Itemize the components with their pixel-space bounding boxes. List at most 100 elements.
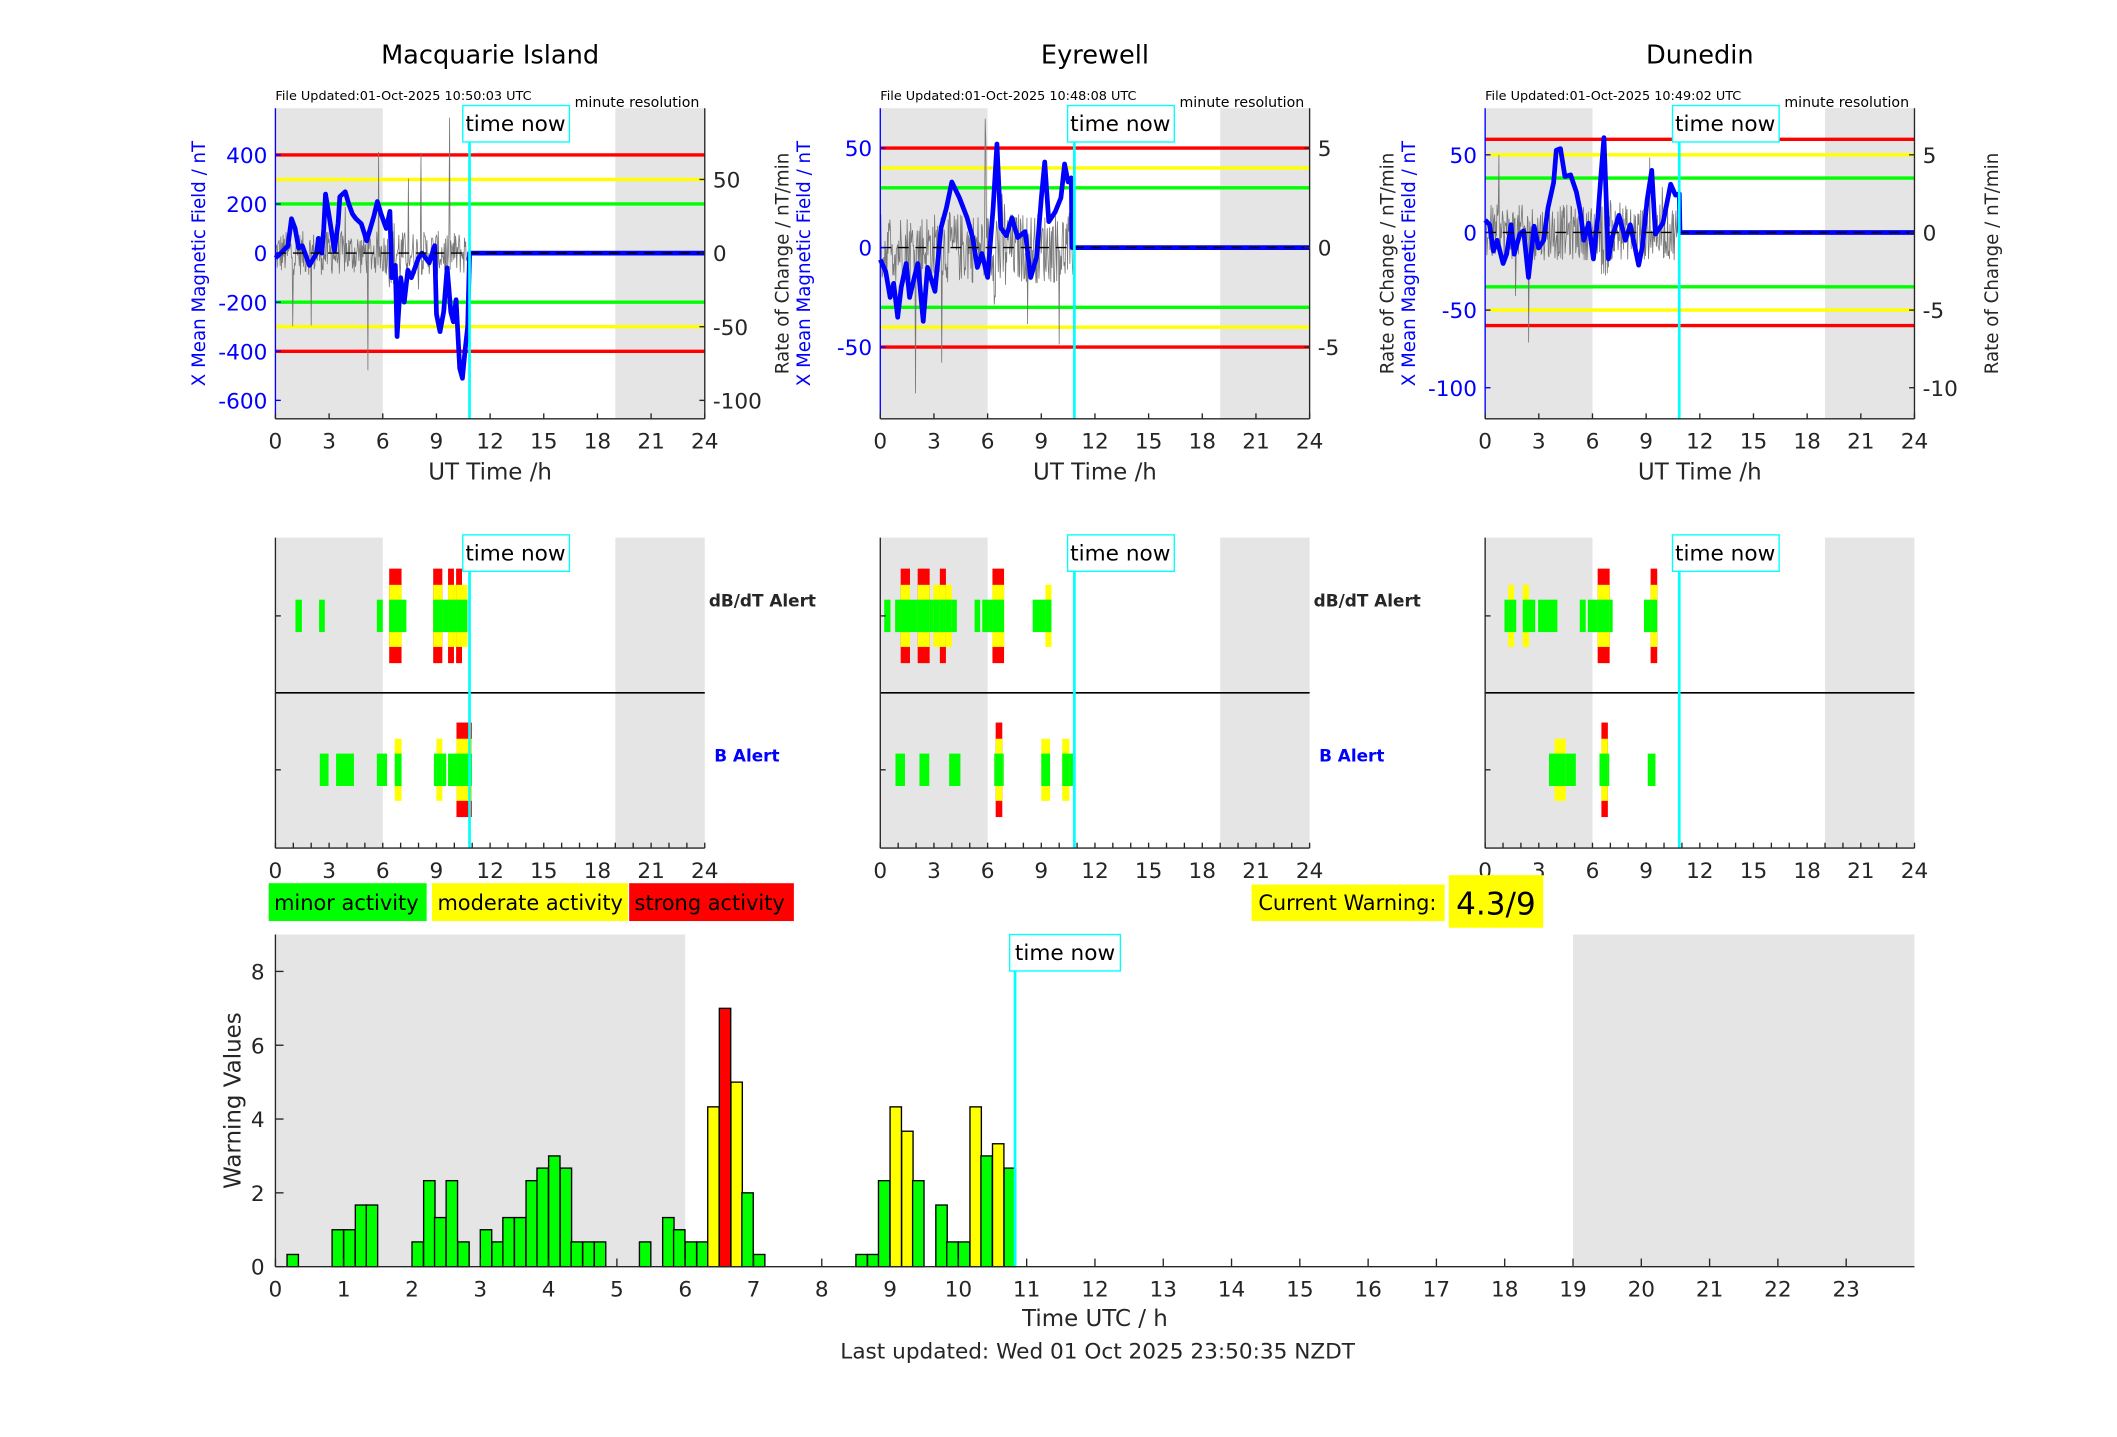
x-tick-label: 21 <box>1847 859 1874 884</box>
time-now-box <box>1008 933 1122 972</box>
left-tick-label: 0 <box>254 242 268 267</box>
x-axis-label: UT Time /h <box>1033 460 1157 486</box>
x-tick-label: 24 <box>1901 429 1928 454</box>
b-minor-activity-block <box>436 753 443 787</box>
x-tick-label: 9 <box>1034 859 1048 884</box>
time-now-label: time now <box>1070 112 1170 137</box>
x-tick-label: 17 <box>1423 1277 1450 1302</box>
dbdt-minor-activity-block <box>1597 599 1610 633</box>
x-tick-label: 12 <box>1081 859 1108 884</box>
warning-bar-minor <box>559 1167 573 1268</box>
x-tick-label: 0 <box>269 1277 283 1302</box>
x-tick-label: 2 <box>405 1277 419 1302</box>
warning-bar-minor <box>411 1241 425 1268</box>
right-axis-label: Rate of Change / nT/min <box>1377 153 1398 375</box>
b-minor-activity-block <box>1554 753 1566 787</box>
warning-bar-minor <box>957 1241 971 1268</box>
warning-bar-minor <box>593 1241 607 1268</box>
file-updated-text: File Updated:01-Oct-2025 10:49:02 UTC <box>1485 89 1741 104</box>
x-tick-label: 15 <box>1135 859 1162 884</box>
x-tick-label: 18 <box>1793 429 1820 454</box>
warning-bar-minor <box>911 1179 925 1268</box>
dbdt-alert-label: dB/dT Alert <box>1314 590 1421 610</box>
b-minor-activity-block <box>1599 753 1602 787</box>
rate-of-change-line <box>879 118 1075 394</box>
left-axis-label: X Mean Magnetic Field / nT <box>1399 140 1420 386</box>
x-tick-label: 21 <box>637 429 664 454</box>
warning-bar-minor <box>433 1216 447 1268</box>
alert-plot-macquarie-island: time now 0 3 6 9 12 15 18 21 24 dB/dT Alert B Alert <box>269 534 816 884</box>
warning-bar-minor <box>354 1204 368 1268</box>
left-tick-label: 50 <box>845 137 872 162</box>
dbdt-minor-activity-block <box>1513 599 1517 633</box>
b-minor-activity-block <box>336 753 354 787</box>
x-tick-label: 15 <box>1286 1277 1313 1302</box>
time-now-box <box>1671 534 1780 573</box>
time-now-label: time now <box>1015 941 1115 966</box>
right-axis-label: Rate of Change / nT/min <box>772 153 793 375</box>
b-minor-activity-block <box>895 753 905 787</box>
warning-bar-minor <box>491 1241 504 1268</box>
dbdt-minor-activity-block <box>992 599 1005 633</box>
resolution-text: minute resolution <box>575 95 700 111</box>
x-tick-label: 11 <box>1013 1277 1040 1302</box>
y-tick-label: 8 <box>251 961 265 986</box>
station-plot-dunedin: Dunedin File Updated:01-Oct-2025 10:49:02… <box>1399 41 2003 486</box>
night-shade <box>1825 108 1915 419</box>
x-tick-label: 16 <box>1354 1277 1381 1302</box>
right-tick-label: 50 <box>713 169 740 194</box>
x-tick-label: 9 <box>1639 429 1653 454</box>
x-tick-label: 21 <box>1847 429 1874 454</box>
x-tick-label: 3 <box>927 859 941 884</box>
dbdt-minor-activity-block <box>1528 599 1536 633</box>
b-minor-activity-block <box>995 753 1003 787</box>
b-alert-label: B Alert <box>714 746 779 766</box>
warning-bar-minor <box>946 1241 959 1268</box>
x-tick-label: 10 <box>945 1277 972 1302</box>
x-tick-label: 6 <box>376 429 390 454</box>
x-tick-label: 0 <box>873 429 887 454</box>
dbdt-minor-activity-block <box>884 599 891 633</box>
strong-activity-swatch <box>629 883 794 922</box>
right-tick-label: 0 <box>713 242 727 267</box>
dbdt-minor-activity-block <box>1522 599 1529 633</box>
station-title: Eyrewell <box>1041 41 1149 71</box>
warning-bar-minor <box>547 1155 561 1268</box>
alert-plot-eyrewell: time now 0 3 6 9 12 15 18 21 24 dB/dT Alert B Alert <box>873 534 1421 884</box>
x-tick-label: 12 <box>1081 429 1108 454</box>
x-tick-label: 18 <box>1793 859 1820 884</box>
y-tick-label: 6 <box>251 1034 265 1059</box>
x-tick-label: 5 <box>610 1277 624 1302</box>
current-warning-value-box <box>1448 875 1544 928</box>
left-tick-label: -400 <box>218 340 267 365</box>
right-tick-label: 5 <box>1318 137 1332 162</box>
x-tick-label: 18 <box>1189 429 1216 454</box>
b-minor-activity-block <box>1002 753 1004 787</box>
dbdt-minor-activity-block <box>933 599 940 633</box>
warning-bar-moderate <box>889 1106 903 1268</box>
x-tick-label: 3 <box>322 859 336 884</box>
x-tick-label: 15 <box>530 429 557 454</box>
right-tick-label: 0 <box>1923 222 1937 247</box>
x-tick-label: 15 <box>1135 429 1162 454</box>
minor-activity-swatch <box>268 883 427 922</box>
x-axis-label: UT Time /h <box>428 460 552 486</box>
x-tick-label: 24 <box>691 859 718 884</box>
x-tick-label: 12 <box>1081 1277 1108 1302</box>
warning-bar-minor <box>502 1216 515 1268</box>
x-tick-label: 9 <box>1034 429 1048 454</box>
dbdt-minor-activity-block <box>1579 599 1586 633</box>
x-tick-label: 24 <box>1296 429 1323 454</box>
x-tick-label: 1 <box>337 1277 351 1302</box>
moderate-activity-swatch <box>432 883 628 922</box>
file-updated-text: File Updated:01-Oct-2025 10:50:03 UTC <box>275 89 531 104</box>
time-now-label: time now <box>1675 112 1775 137</box>
left-tick-label: 0 <box>858 237 872 262</box>
file-updated-text: File Updated:01-Oct-2025 10:48:08 UTC <box>880 89 1136 104</box>
warning-bar-minor <box>752 1253 766 1268</box>
left-axis-label: X Mean Magnetic Field / nT <box>794 140 815 386</box>
dbdt-minor-activity-block <box>295 599 302 633</box>
b-minor-activity-block <box>994 753 996 787</box>
